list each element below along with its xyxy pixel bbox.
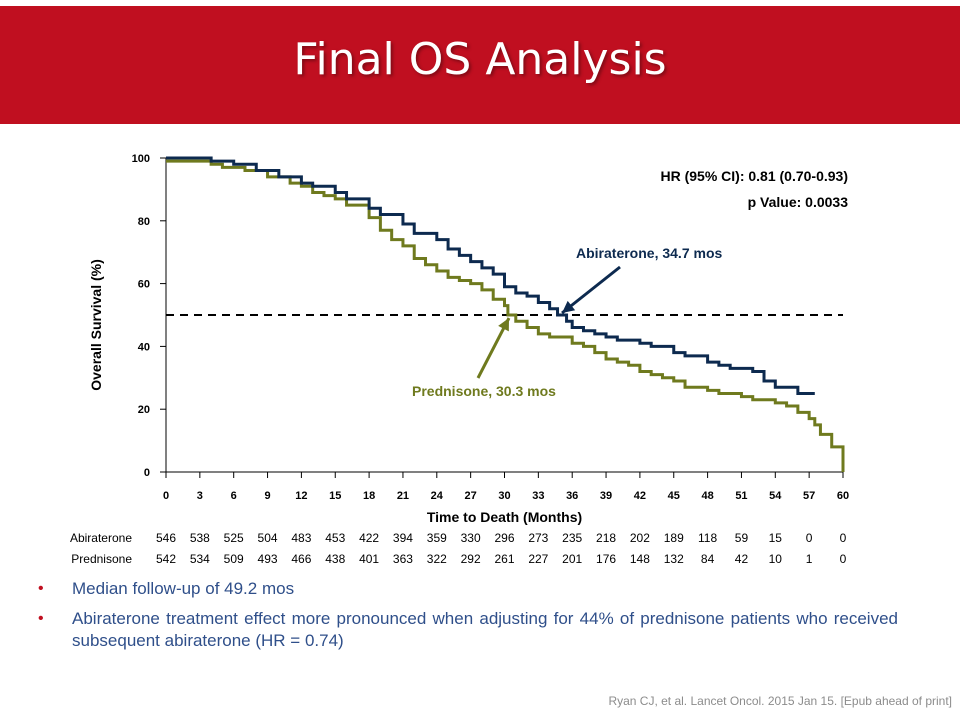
bullet-text: Abiraterone treatment effect more pronou… [72, 609, 898, 650]
at-risk-cell: 453 [325, 531, 345, 545]
x-tick-label: 60 [837, 490, 849, 502]
at-risk-cell: 466 [291, 552, 311, 566]
x-tick-label: 33 [532, 490, 544, 502]
at-risk-cell: 0 [840, 531, 847, 545]
y-tick-label: 100 [132, 153, 150, 165]
at-risk-cell: 42 [735, 552, 749, 566]
bullet-item: • Median follow-up of 49.2 mos [38, 578, 898, 600]
at-risk-cell: 394 [393, 531, 413, 545]
x-tick-label: 48 [701, 490, 713, 502]
x-tick-label: 42 [634, 490, 646, 502]
y-tick-label: 20 [138, 404, 150, 416]
at-risk-cell: 504 [258, 531, 278, 545]
at-risk-cell: 84 [701, 552, 715, 566]
at-risk-cell: 273 [528, 531, 548, 545]
y-tick-label: 80 [138, 216, 150, 228]
at-risk-cell: 546 [156, 531, 176, 545]
at-risk-cell: 0 [840, 552, 847, 566]
x-axis-label: Time to Death (Months) [427, 509, 582, 525]
x-tick-label: 6 [231, 490, 237, 502]
at-risk-cell: 483 [291, 531, 311, 545]
x-tick-label: 36 [566, 490, 578, 502]
at-risk-cell: 15 [769, 531, 783, 545]
at-risk-cell: 118 [698, 531, 717, 545]
hr-annotation: HR (95% CI): 0.81 (0.70-0.93) [660, 168, 848, 184]
x-tick-label: 30 [498, 490, 510, 502]
x-tick-label: 21 [397, 490, 409, 502]
at-risk-cell: 359 [427, 531, 447, 545]
y-tick-label: 0 [144, 467, 150, 479]
at-risk-cell: 218 [596, 531, 616, 545]
at-risk-row-label: Prednisone [71, 552, 132, 566]
title-bar [0, 6, 960, 124]
at-risk-cell: 189 [664, 531, 684, 545]
at-risk-cell: 148 [630, 552, 650, 566]
bullet-list: • Median follow-up of 49.2 mos • Abirate… [38, 578, 898, 660]
x-tick-label: 3 [197, 490, 203, 502]
x-tick-label: 12 [295, 490, 307, 502]
at-risk-row-label: Abiraterone [70, 531, 132, 545]
abiraterone-median-label: Abiraterone, 34.7 mos [576, 245, 722, 261]
at-risk-cell: 201 [562, 552, 582, 566]
at-risk-cell: 422 [359, 531, 379, 545]
at-risk-cell: 132 [664, 552, 684, 566]
x-tick-label: 27 [465, 490, 477, 502]
at-risk-cell: 525 [224, 531, 244, 545]
series-line-abiraterone [166, 156, 815, 395]
bullet-item: • Abiraterone treatment effect more pron… [38, 608, 898, 652]
citation: Ryan CJ, et al. Lancet Oncol. 2015 Jan 1… [608, 694, 952, 708]
bullet-marker: • [38, 610, 44, 627]
at-risk-cell: 538 [190, 531, 210, 545]
at-risk-cell: 438 [325, 552, 345, 566]
at-risk-cell: 322 [427, 552, 447, 566]
abiraterone-arrow-head [562, 300, 576, 313]
abiraterone-arrow-shaft [561, 265, 621, 315]
x-tick-label: 9 [264, 490, 270, 502]
y-tick-label: 40 [138, 341, 150, 353]
at-risk-cell: 176 [596, 552, 616, 566]
prednisone-median-label: Prednisone, 30.3 mos [412, 383, 556, 399]
slide-title: Final OS Analysis [293, 34, 667, 85]
bullet-marker: • [38, 580, 44, 597]
at-risk-cell: 235 [562, 531, 582, 545]
x-tick-label: 0 [163, 490, 169, 502]
at-risk-cell: 227 [528, 552, 548, 566]
at-risk-cell: 542 [156, 552, 176, 566]
x-tick-label: 18 [363, 490, 375, 502]
x-tick-label: 24 [431, 490, 444, 502]
x-tick-label: 39 [600, 490, 612, 502]
at-risk-cell: 202 [630, 531, 650, 545]
x-tick-label: 57 [803, 490, 815, 502]
y-axis-label: Overall Survival (%) [88, 259, 104, 391]
at-risk-cell: 261 [494, 552, 514, 566]
at-risk-cell: 493 [258, 552, 278, 566]
at-risk-cell: 534 [190, 552, 210, 566]
prednisone-arrow-head [498, 318, 509, 332]
x-tick-label: 15 [329, 490, 341, 502]
at-risk-cell: 330 [461, 531, 481, 545]
y-tick-label: 60 [138, 279, 150, 291]
x-tick-label: 45 [668, 490, 680, 502]
p-value-annotation: p Value: 0.0033 [748, 194, 849, 210]
at-risk-cell: 0 [806, 531, 813, 545]
x-tick-label: 54 [769, 490, 782, 502]
at-risk-cell: 363 [393, 552, 413, 566]
at-risk-cell: 509 [224, 552, 244, 566]
at-risk-cell: 296 [494, 531, 514, 545]
at-risk-cell: 59 [735, 531, 749, 545]
at-risk-cell: 10 [769, 552, 783, 566]
at-risk-cell: 1 [806, 552, 813, 566]
series-line-prednisone [166, 159, 845, 472]
at-risk-cell: 401 [359, 552, 379, 566]
x-tick-label: 51 [735, 490, 747, 502]
bullet-text: Median follow-up of 49.2 mos [72, 579, 295, 598]
at-risk-cell: 292 [461, 552, 481, 566]
